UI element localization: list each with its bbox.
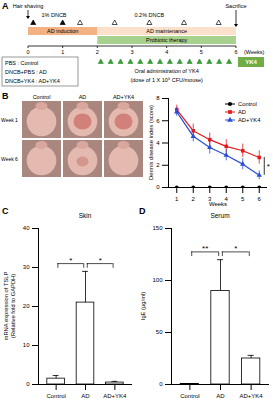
svg-text:Hair shaving: Hair shaving xyxy=(13,3,44,9)
svg-text:Control: Control xyxy=(238,101,257,107)
svg-text:Skin: Skin xyxy=(79,212,92,219)
svg-text:30: 30 xyxy=(23,264,30,270)
svg-text:AD+YK4: AD+YK4 xyxy=(240,393,264,399)
svg-text:*: * xyxy=(69,256,72,265)
svg-text:D: D xyxy=(139,206,146,216)
svg-text:*: * xyxy=(267,162,270,171)
svg-text:(dose of 1 X 10⁹ CFU/mouse): (dose of 1 X 10⁹ CFU/mouse) xyxy=(130,77,203,83)
svg-text:Serum: Serum xyxy=(210,212,229,219)
svg-text:AD: AD xyxy=(79,94,87,100)
svg-text:A: A xyxy=(2,1,9,11)
svg-text:4: 4 xyxy=(224,195,228,202)
svg-text:*: * xyxy=(234,244,237,253)
svg-text:AD maintenance: AD maintenance xyxy=(146,28,187,34)
svg-text:2: 2 xyxy=(192,196,196,202)
svg-text:3: 3 xyxy=(208,195,212,202)
svg-text:AD+YK4: AD+YK4 xyxy=(113,94,134,100)
svg-text:50: 50 xyxy=(156,329,163,335)
svg-text:1: 1 xyxy=(175,196,179,202)
svg-text:(Weeks): (Weeks) xyxy=(244,49,265,55)
svg-text:3: 3 xyxy=(130,49,133,55)
svg-text:2: 2 xyxy=(96,49,99,55)
svg-text:Oral administration of YK4: Oral administration of YK4 xyxy=(135,68,199,74)
svg-text:PBS : Control: PBS : Control xyxy=(5,60,38,66)
svg-text:DNCB+PBS : AD: DNCB+PBS : AD xyxy=(5,69,47,75)
svg-text:(Relative fold to GAPDH): (Relative fold to GAPDH) xyxy=(10,274,16,339)
svg-text:0: 0 xyxy=(159,381,163,387)
svg-text:*: * xyxy=(99,256,102,265)
svg-text:Sacrifice: Sacrifice xyxy=(225,3,246,9)
svg-text:10: 10 xyxy=(23,342,30,348)
svg-text:0: 0 xyxy=(26,381,30,387)
svg-text:B: B xyxy=(2,91,9,101)
svg-text:40: 40 xyxy=(23,225,30,231)
svg-text:0: 0 xyxy=(156,184,160,190)
svg-text:5: 5 xyxy=(241,196,245,202)
svg-text:0: 0 xyxy=(26,49,29,55)
svg-text:6: 6 xyxy=(234,49,237,55)
svg-text:IgE (μg/ml): IgE (μg/ml) xyxy=(140,292,146,321)
svg-text:AD: AD xyxy=(216,393,225,399)
svg-text:C: C xyxy=(2,206,9,216)
svg-text:2: 2 xyxy=(156,162,160,168)
svg-text:Control: Control xyxy=(33,94,51,100)
svg-text:DNCB+YK4 : AD+YK4: DNCB+YK4 : AD+YK4 xyxy=(5,78,60,84)
svg-text:Dermis disease index (score): Dermis disease index (score) xyxy=(148,105,154,180)
svg-text:Week 1: Week 1 xyxy=(1,117,18,123)
svg-text:150: 150 xyxy=(152,225,163,231)
svg-text:1: 1 xyxy=(61,49,64,55)
svg-text:5: 5 xyxy=(200,49,203,55)
svg-text:**: ** xyxy=(202,244,208,253)
svg-text:Control: Control xyxy=(46,393,65,399)
svg-text:YK4: YK4 xyxy=(245,59,257,65)
svg-text:Week 6: Week 6 xyxy=(1,156,18,162)
svg-text:4: 4 xyxy=(156,140,160,146)
svg-text:Control: Control xyxy=(180,393,199,399)
svg-text:Probiotic therapy: Probiotic therapy xyxy=(146,37,188,43)
svg-text:6: 6 xyxy=(156,118,160,124)
svg-text:AD+YK4: AD+YK4 xyxy=(238,117,261,123)
svg-text:AD+YK4: AD+YK4 xyxy=(103,393,127,399)
svg-text:mRNA expression of TSLP: mRNA expression of TSLP xyxy=(3,271,9,340)
svg-text:0.2% DNCB: 0.2% DNCB xyxy=(135,12,165,18)
svg-text:100: 100 xyxy=(152,277,163,283)
svg-text:4: 4 xyxy=(165,49,168,55)
svg-text:AD: AD xyxy=(81,393,90,399)
svg-text:AD: AD xyxy=(238,109,246,115)
svg-text:Weeks: Weeks xyxy=(209,201,227,207)
svg-text:20: 20 xyxy=(23,303,30,309)
svg-text:6: 6 xyxy=(258,196,262,202)
svg-text:AD induction: AD induction xyxy=(47,28,78,34)
svg-text:8: 8 xyxy=(156,95,160,101)
svg-text:1% DNCB: 1% DNCB xyxy=(41,12,66,18)
